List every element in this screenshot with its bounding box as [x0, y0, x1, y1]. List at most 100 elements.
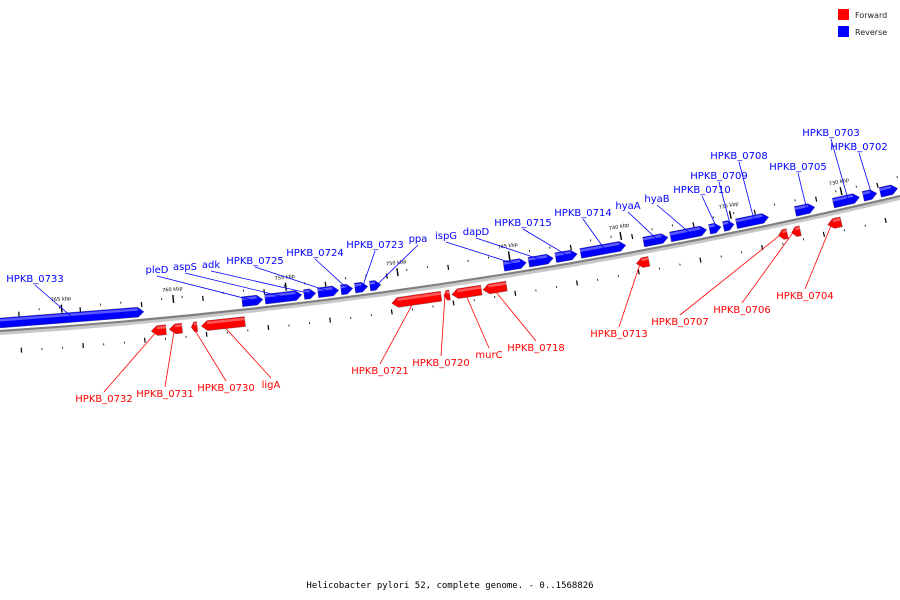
ruler-label: 750 kbp	[386, 259, 407, 268]
gene-label-hpkb-0708: HPKB_0708	[710, 151, 767, 162]
backbone-line	[0, 194, 900, 333]
gene-label-hpkb-0731: HPKB_0731	[136, 389, 193, 400]
gene-hpkb-0715	[554, 249, 578, 263]
scale-tick	[385, 273, 388, 279]
gene-ppa	[369, 280, 382, 292]
scale-tick	[202, 295, 204, 301]
gene-label-hpkb-0702: HPKB_0702	[830, 142, 887, 153]
gene-hyaa	[642, 233, 669, 248]
gene-label-dapd: dapD	[463, 227, 490, 238]
leader-dapd	[475, 237, 543, 261]
gene-ispg	[502, 258, 527, 272]
legend-reverse-swatch	[838, 26, 849, 37]
gene-hpkb-0720	[443, 289, 451, 301]
gene-label-hpkb-0724: HPKB_0724	[286, 248, 343, 259]
gene-label-hpkb-0720: HPKB_0720	[412, 358, 469, 369]
gene-label-hpkb-0707: HPKB_0707	[651, 317, 708, 328]
gene-label-murc: murC	[475, 350, 502, 361]
leader-hpkb-0703	[830, 138, 849, 201]
leader-hpkb-0718	[492, 287, 537, 342]
gene-hpkb-0709	[722, 220, 735, 232]
gene-label-asps: aspS	[173, 262, 197, 273]
leader-pled	[156, 275, 254, 301]
leader-hpkb-0704	[804, 223, 833, 290]
gene-label-hpkb-0704: HPKB_0704	[776, 291, 833, 302]
genome-caption: Helicobacter pylori 52, complete genome.…	[306, 581, 593, 591]
gene-label-hpkb-0703: HPKB_0703	[802, 128, 859, 139]
gene-hpkb-0724	[340, 284, 354, 296]
gene-murc	[451, 284, 483, 299]
gene-label-hpkb-0705: HPKB_0705	[769, 162, 826, 173]
gene-hpkb-0713	[635, 256, 651, 268]
gene-hyab	[669, 225, 708, 242]
leader-hyaa	[627, 211, 658, 240]
ruler-label: 735 kbp	[718, 201, 739, 211]
gene-hpkb-0706	[791, 225, 802, 237]
leader-hpkb-0732	[103, 330, 158, 393]
gene-asps	[264, 290, 303, 305]
gene-pled	[241, 294, 264, 307]
legend-reverse-label: Reverse	[855, 28, 887, 37]
gene-hpkb-0705	[794, 203, 816, 217]
gene-unlabeled	[878, 184, 898, 198]
gene-label-pled: pleD	[146, 265, 169, 276]
leader-hpkb-0715	[522, 228, 569, 257]
scale-labels: 765 kbp 760 kbp 755 kbp 750 kbp 745 kbp 740 k…	[51, 177, 850, 313]
leader-hpkb-0708	[738, 161, 755, 221]
leader-asps	[184, 272, 285, 298]
gene-label-hpkb-0721: HPKB_0721	[351, 366, 408, 377]
gene-hpkb-0721	[391, 291, 443, 308]
gene-hpkb-0707	[778, 228, 789, 240]
gene-label-hpkb-0706: HPKB_0706	[713, 305, 770, 316]
leader-liga	[221, 323, 272, 379]
legend-forward-swatch	[838, 9, 849, 20]
gene-label-hyaa: hyaA	[615, 201, 640, 212]
gene-hpkb-0710	[708, 223, 722, 235]
scale-tick	[390, 309, 393, 315]
gene-label-hpkb-0718: HPKB_0718	[507, 343, 564, 354]
leader-hpkb-0714	[582, 218, 605, 250]
gene-hpkb-0730	[191, 321, 198, 333]
gene-label-hpkb-0713: HPKB_0713	[590, 329, 647, 340]
label-leaders	[34, 138, 873, 393]
ruler-label-group: 765 kbp	[51, 296, 71, 313]
gene-label-hpkb-0715: HPKB_0715	[494, 218, 551, 229]
gene-label-ispg: ispG	[435, 231, 457, 242]
gene-label-hpkb-0714: HPKB_0714	[554, 208, 611, 219]
scale-tick	[324, 281, 327, 287]
gene-hpkb-0703	[831, 193, 860, 209]
gene-hpkb-0704	[827, 216, 843, 229]
leader-hpkb-0705	[797, 172, 808, 210]
gene-label-hpkb-0723: HPKB_0723	[346, 240, 403, 251]
scale-tick	[822, 231, 826, 237]
scale-tick	[699, 257, 702, 263]
gene-label-hpkb-0733: HPKB_0733	[6, 274, 63, 285]
gene-hpkb-0708	[735, 213, 769, 229]
leader-hpkb-0709	[718, 181, 731, 226]
scale-tick	[452, 300, 455, 306]
scale-tick	[569, 244, 572, 251]
gene-label-hpkb-0730: HPKB_0730	[197, 383, 254, 394]
leader-hpkb-0724	[314, 258, 349, 290]
scale-tick	[815, 196, 818, 202]
leader-hpkb-0720	[440, 295, 446, 357]
gene-hpkb-0702	[861, 189, 878, 202]
gene-hpkb-0731	[168, 323, 183, 334]
leader-hpkb-0713	[618, 262, 641, 328]
leader-murc	[464, 292, 490, 349]
gene-hpkb-0732	[150, 324, 167, 336]
scale-tick	[267, 324, 270, 331]
gene-hpkb-0714	[579, 241, 627, 259]
gene-label-ppa: ppa	[409, 234, 428, 245]
ruler-label-group: 755 kbp	[274, 274, 295, 291]
scale-tick	[637, 269, 640, 275]
scale-tick	[447, 264, 450, 270]
leader-adk	[210, 270, 312, 295]
gene-label-hpkb-0709: HPKB_0709	[690, 171, 747, 182]
ruler-label-group: 730 kbp	[828, 177, 850, 196]
scale-tick	[753, 209, 756, 215]
gene-label-hpkb-0725: HPKB_0725	[226, 256, 283, 267]
